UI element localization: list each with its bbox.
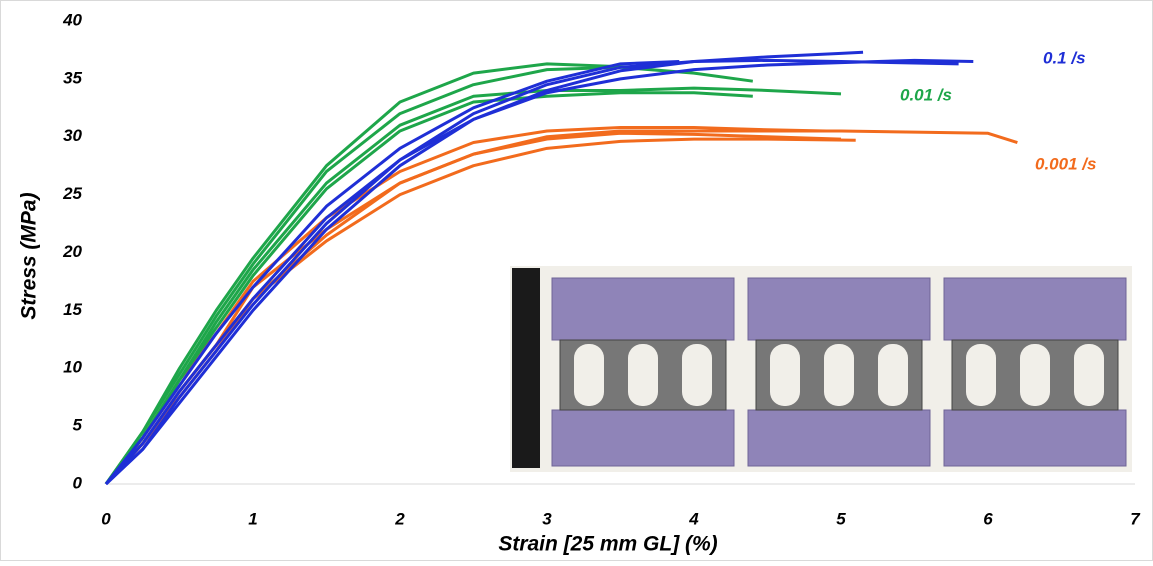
y-tick-label: 25 (62, 184, 82, 203)
series-label: 0.01 /s (900, 85, 952, 104)
y-tick-label: 15 (63, 300, 82, 319)
y-tick-label: 35 (63, 68, 82, 87)
y-axis-title: Stress (MPa) (18, 192, 41, 319)
x-tick-label: 5 (836, 509, 846, 528)
y-tick-label: 10 (63, 358, 82, 377)
y-tick-label: 5 (73, 416, 83, 435)
cutout (878, 344, 908, 406)
y-tick-label: 0 (73, 473, 83, 492)
cutout (574, 344, 604, 406)
x-tick-label: 1 (248, 509, 257, 528)
series-label: 0.1 /s (1043, 48, 1086, 67)
curve (104, 91, 753, 485)
curves (104, 50, 1018, 486)
specimen-top (551, 277, 735, 341)
curve (104, 58, 959, 486)
inset-photo (510, 266, 1132, 472)
specimen-top (747, 277, 931, 341)
y-tick-label: 20 (62, 242, 82, 261)
series-label: 0.001 /s (1035, 154, 1096, 173)
cutout (966, 344, 996, 406)
specimen-top (943, 277, 1127, 341)
curve (104, 58, 974, 486)
cutout (682, 344, 712, 406)
x-tick-label: 0 (101, 509, 111, 528)
x-axis-title: Strain [25 mm GL] (%) (498, 533, 717, 556)
specimen-bottom (551, 409, 735, 467)
cutout (1020, 344, 1050, 406)
specimen-bottom (943, 409, 1127, 467)
x-tick-label: 7 (1130, 509, 1141, 528)
y-tick-label: 30 (63, 126, 82, 145)
x-tick-label: 2 (394, 509, 405, 528)
x-tick-label: 3 (542, 509, 552, 528)
x-tick-label: 6 (983, 509, 993, 528)
ruler (512, 268, 540, 468)
cutout (1074, 344, 1104, 406)
curve (104, 50, 864, 486)
curve (104, 62, 636, 485)
y-tick-label: 40 (62, 10, 82, 29)
cutout (628, 344, 658, 406)
cutout (824, 344, 854, 406)
curve (104, 60, 680, 485)
specimen-bottom (747, 409, 931, 467)
x-tick-label: 4 (688, 509, 699, 528)
cutout (770, 344, 800, 406)
